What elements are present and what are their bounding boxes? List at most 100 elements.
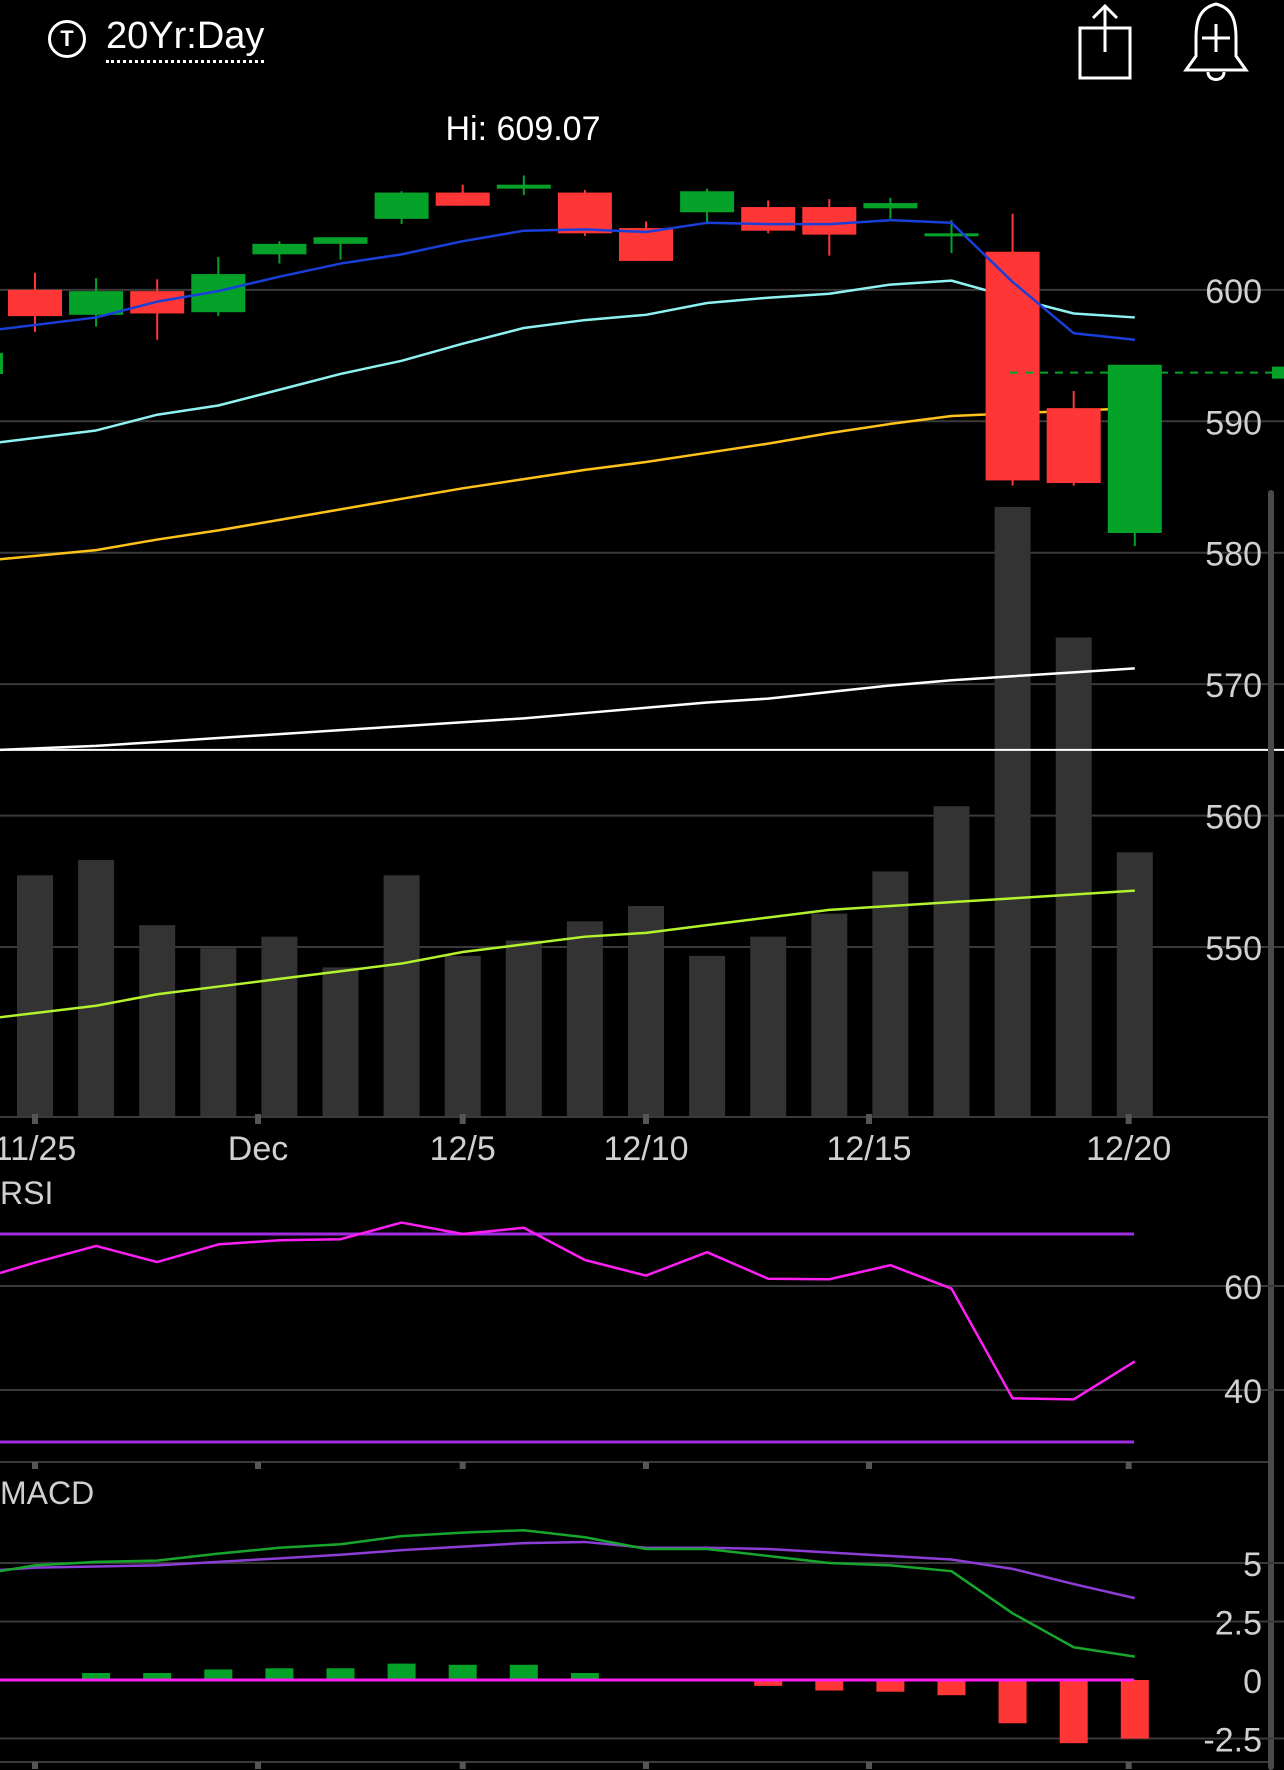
macd-tick-mark bbox=[255, 1762, 262, 1769]
volume-average-line bbox=[0, 889, 1135, 1019]
candle bbox=[1107, 364, 1162, 547]
x-axis-label: 12/10 bbox=[603, 1130, 688, 1168]
last-price-marker bbox=[1272, 366, 1284, 379]
macd-histogram-bar bbox=[387, 1663, 416, 1680]
candle bbox=[8, 272, 62, 332]
period-selector[interactable]: 20Yr:Day bbox=[106, 14, 265, 63]
moving-average-yellow bbox=[0, 406, 1135, 561]
price-y-tick-label: 580 bbox=[1205, 536, 1262, 574]
share-icon[interactable] bbox=[1076, 0, 1136, 84]
candle bbox=[680, 188, 735, 225]
price-y-tick-label: 590 bbox=[1205, 404, 1262, 442]
price-y-tick-label: 570 bbox=[1205, 667, 1262, 705]
macd-histogram-bar bbox=[998, 1680, 1027, 1724]
macd-tick-mark bbox=[1125, 1762, 1132, 1769]
volume-bar bbox=[17, 875, 53, 1117]
price-y-tick-label: 600 bbox=[1205, 273, 1262, 311]
candle bbox=[252, 241, 307, 264]
volume-bar bbox=[261, 936, 298, 1117]
x-tick-mark bbox=[1125, 1114, 1132, 1124]
volume-bar bbox=[322, 967, 359, 1117]
macd-histogram-bar bbox=[265, 1668, 294, 1680]
candle bbox=[435, 184, 490, 206]
macd-histogram-bar bbox=[815, 1680, 844, 1691]
candle-body bbox=[435, 192, 490, 206]
x-axis-label: Dec bbox=[228, 1130, 288, 1168]
candle bbox=[741, 200, 796, 234]
macd-tick-mark bbox=[866, 1762, 873, 1769]
candle-body bbox=[8, 289, 62, 317]
candle bbox=[802, 199, 857, 256]
x-tick-mark bbox=[459, 1114, 466, 1124]
macd-y-tick-label: -2.5 bbox=[1203, 1722, 1262, 1760]
macd-y-tick-label: 0 bbox=[1243, 1663, 1262, 1701]
x-axis-label: 12/15 bbox=[826, 1130, 911, 1168]
candle-body bbox=[557, 192, 612, 234]
candle-body bbox=[863, 203, 918, 209]
volume-bar bbox=[628, 905, 664, 1117]
bell-plus-icon[interactable] bbox=[1180, 0, 1252, 84]
macd-y-tick-label: 5 bbox=[1243, 1546, 1262, 1584]
macd-histogram-bar bbox=[448, 1664, 477, 1680]
volume-bar bbox=[811, 913, 848, 1117]
candle-body bbox=[680, 191, 735, 213]
candle bbox=[924, 220, 979, 254]
moving-average-cyan bbox=[0, 279, 1135, 444]
candle-body-partial bbox=[0, 352, 3, 374]
rsi-tick-mark bbox=[459, 1462, 466, 1469]
candle-body bbox=[802, 207, 857, 235]
x-tick-mark bbox=[866, 1114, 873, 1124]
volume-bar bbox=[689, 955, 726, 1117]
candle bbox=[313, 237, 368, 260]
macd-signal-line bbox=[0, 1540, 1136, 1600]
candle bbox=[130, 279, 185, 340]
rsi-tick-mark bbox=[255, 1462, 262, 1469]
macd-histogram-bar bbox=[876, 1680, 905, 1692]
candle-body bbox=[619, 228, 673, 261]
volume-bar bbox=[383, 875, 420, 1117]
rsi-line bbox=[0, 1221, 1136, 1401]
macd-tick-mark bbox=[459, 1762, 466, 1769]
volume-bar bbox=[933, 806, 970, 1117]
candle-body bbox=[1107, 364, 1162, 533]
candle bbox=[863, 197, 918, 219]
rsi-tick-mark bbox=[643, 1462, 649, 1469]
candle-body bbox=[985, 251, 1040, 481]
price-y-tick-label: 560 bbox=[1205, 799, 1262, 837]
macd-histogram-bar bbox=[1120, 1680, 1149, 1739]
x-tick-mark bbox=[32, 1114, 38, 1124]
macd-y-tick-label: 2.5 bbox=[1215, 1605, 1262, 1643]
candle-body bbox=[924, 233, 979, 237]
macd-histogram-bar bbox=[509, 1664, 538, 1680]
rsi-y-tick-label: 40 bbox=[1224, 1373, 1262, 1411]
rsi-tick-mark bbox=[1125, 1462, 1132, 1469]
candle-body bbox=[69, 291, 124, 315]
macd-histogram-bar bbox=[326, 1668, 355, 1680]
volume-bar bbox=[139, 925, 176, 1117]
candle-body bbox=[313, 237, 368, 244]
candle-body bbox=[252, 243, 307, 255]
volume-bar bbox=[505, 940, 542, 1117]
macd-panel-title: MACD bbox=[0, 1475, 94, 1511]
macd-histogram-bar bbox=[570, 1672, 599, 1680]
macd-histogram-bar bbox=[82, 1672, 111, 1680]
candle bbox=[496, 175, 551, 196]
price-y-tick-label: 550 bbox=[1205, 930, 1262, 968]
volume-bar bbox=[750, 936, 787, 1117]
candle-body bbox=[191, 274, 246, 313]
candle-body bbox=[496, 184, 551, 189]
volume-bar bbox=[566, 921, 603, 1117]
candle bbox=[619, 221, 673, 261]
macd-line bbox=[0, 1528, 1135, 1658]
chart-header: T 20Yr:Day bbox=[0, 0, 1284, 90]
volume-bar bbox=[1116, 852, 1153, 1117]
scrollbar bbox=[1268, 490, 1274, 1770]
volume-bar bbox=[872, 871, 909, 1117]
rsi-tick-mark bbox=[866, 1462, 873, 1469]
macd-histogram-bar bbox=[143, 1672, 172, 1680]
x-axis-label: 11/25 bbox=[0, 1130, 76, 1168]
candle bbox=[1046, 391, 1101, 486]
volume-bar bbox=[1055, 637, 1092, 1117]
volume-bar bbox=[444, 955, 481, 1117]
